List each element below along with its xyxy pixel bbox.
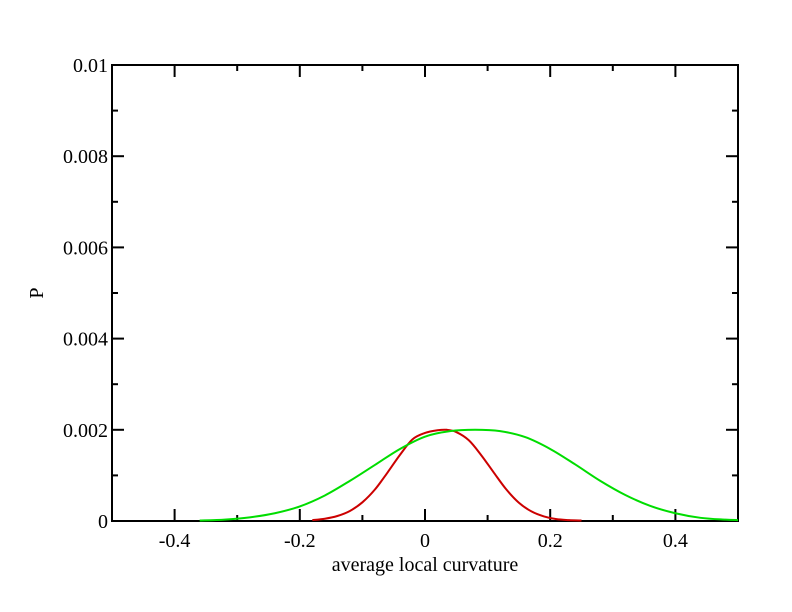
series-lines [199, 428, 739, 522]
y-tick-label: 0.004 [63, 329, 108, 351]
tick-labels: -0.4 -0.2 0 0.2 0.4 0 0.002 0.004 0.006 0.008 0.01 [63, 55, 688, 552]
y-tick-label: 0.01 [73, 55, 108, 77]
green-series-line [199, 428, 739, 522]
x-tick-label: -0.4 [159, 530, 191, 552]
y-tick-label: 0 [98, 511, 108, 533]
plot-frame [111, 64, 739, 522]
y-tick-label: 0.008 [63, 146, 108, 168]
x-tick-label: 0.4 [663, 530, 688, 552]
x-axis-label: average local curvature [332, 554, 519, 576]
red-series-line [312, 428, 582, 522]
x-tick-label: -0.2 [284, 530, 316, 552]
x-tick-label: 0.2 [538, 530, 563, 552]
y-axis-label: P [26, 287, 48, 298]
axis-ticks [111, 64, 739, 522]
y-tick-label: 0.006 [63, 237, 108, 259]
y-tick-label: 0.002 [63, 420, 108, 442]
x-tick-label: 0 [420, 530, 430, 552]
